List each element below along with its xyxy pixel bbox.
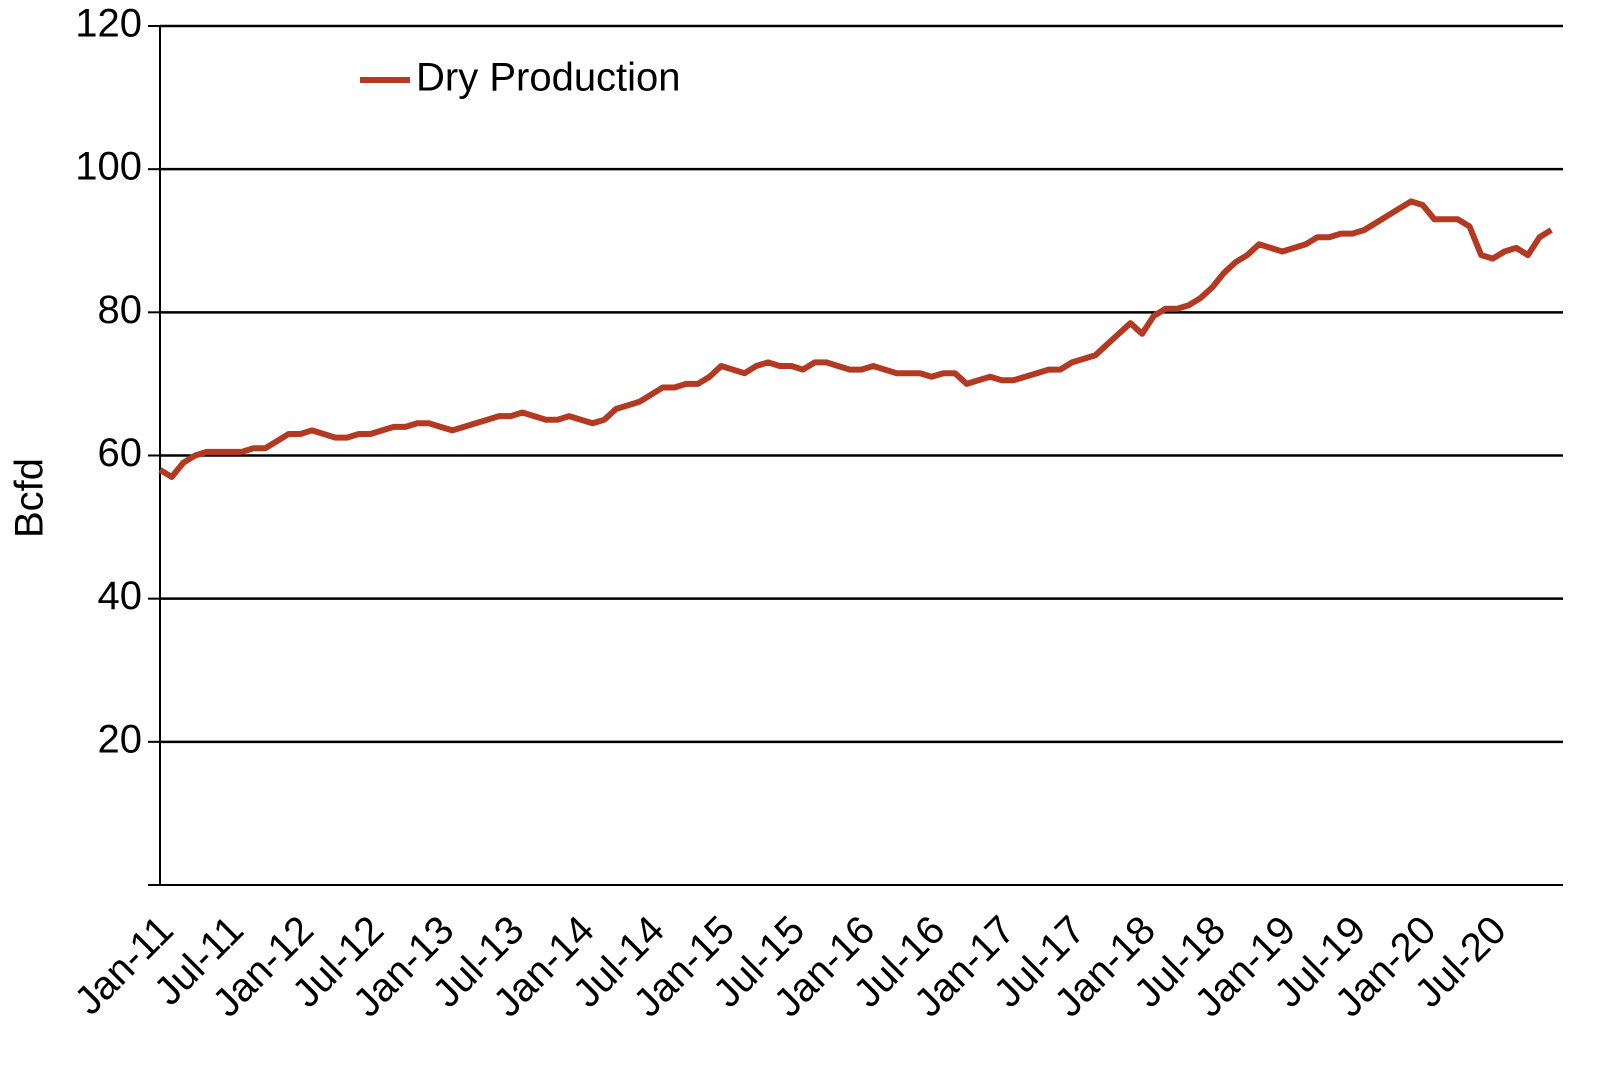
y-tick-label: 40 — [98, 574, 143, 618]
legend-label: Dry Production — [416, 56, 681, 100]
y-tick-label: 80 — [98, 288, 143, 332]
y-axis-label: Bcfd — [8, 458, 52, 538]
y-tick-label: 100 — [75, 145, 142, 189]
y-tick-label: 60 — [98, 431, 143, 475]
data-line — [158, 198, 1553, 480]
y-tick-label: 120 — [75, 2, 142, 46]
y-tick-label: 20 — [98, 717, 143, 761]
